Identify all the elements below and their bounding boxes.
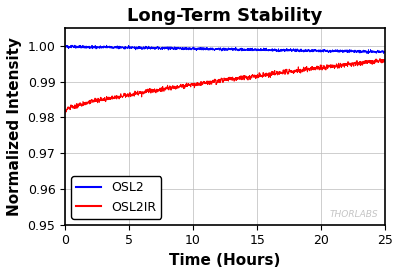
Y-axis label: Normalized Intensity: Normalized Intensity (7, 37, 22, 216)
OSL2IR (69, 104, 74, 108)
OSL2 (70, 43, 74, 47)
OSL2IR (241, 75, 246, 78)
OSL2IR (336, 62, 341, 65)
OSL2 (63, 45, 68, 48)
OSL2 (348, 49, 353, 52)
OSL2IR (378, 57, 382, 60)
OSL2 (69, 45, 74, 48)
Legend: OSL2, OSL2IR: OSL2, OSL2IR (71, 176, 162, 219)
OSL2 (336, 49, 341, 53)
Line: OSL2IR: OSL2IR (65, 59, 385, 113)
Text: THORLABS: THORLABS (330, 210, 379, 219)
OSL2IR (348, 64, 353, 67)
OSL2IR (187, 83, 192, 86)
OSL2 (187, 46, 192, 49)
OSL2 (383, 51, 388, 54)
OSL2IR (63, 112, 68, 115)
X-axis label: Time (Hours): Time (Hours) (170, 253, 281, 268)
Line: OSL2: OSL2 (65, 45, 385, 54)
OSL2IR (383, 61, 388, 64)
OSL2 (366, 52, 370, 55)
OSL2IR (323, 68, 328, 71)
Title: Long-Term Stability: Long-Term Stability (128, 7, 323, 25)
OSL2 (324, 50, 328, 53)
OSL2 (241, 49, 246, 52)
